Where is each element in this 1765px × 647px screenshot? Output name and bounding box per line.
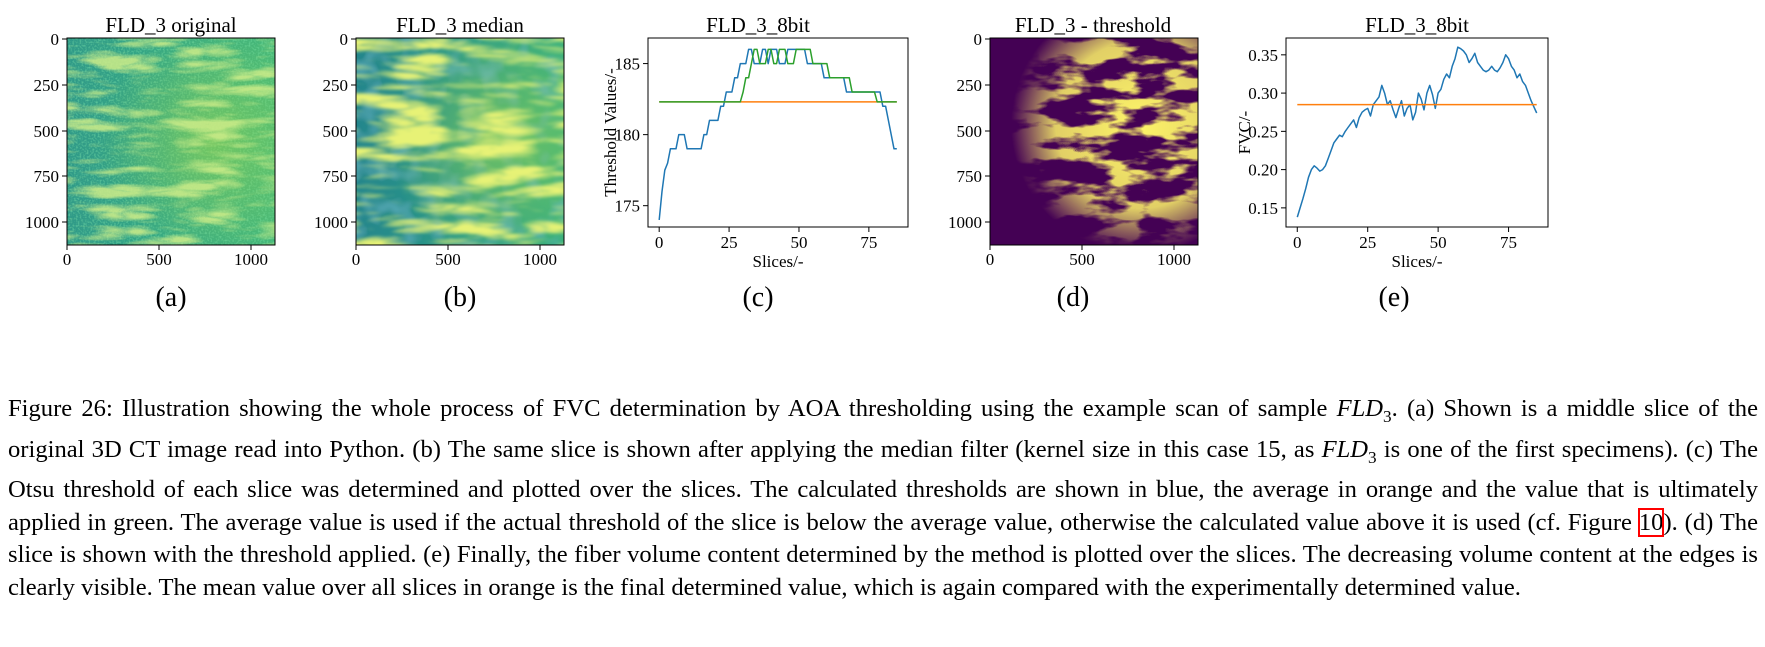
panel-title: FLD_3 - threshold bbox=[1015, 13, 1172, 37]
x-tick-label: 1000 bbox=[234, 250, 268, 269]
x-tick-label: 0 bbox=[352, 250, 361, 269]
fvc-chart: 0 25 50 75 0.15 0.20 0.25 0.30 0.35 Slices/- FVC/- bbox=[1235, 37, 1549, 271]
caption-text: Figure 26: Illustration showing the whol… bbox=[8, 395, 1337, 422]
y-tick-label: 0.15 bbox=[1248, 199, 1278, 218]
image-frame bbox=[989, 37, 1199, 246]
x-tick-label: 75 bbox=[1500, 233, 1517, 252]
x-tick-label: 25 bbox=[721, 233, 738, 252]
caption-text: is one of the first specimens). (c) The … bbox=[8, 435, 1758, 536]
panel-d: FLD_3 - threshold 0 500 1000 0 250 500 7… bbox=[948, 13, 1199, 313]
sample-name: FLD3 bbox=[1321, 435, 1377, 467]
x-tick-label: 50 bbox=[1430, 233, 1447, 252]
y-tick-label: 750 bbox=[957, 167, 983, 186]
figure-26: FLD_3 original 0 500 1000 0 250 500 750 … bbox=[25, 13, 1549, 313]
caption-text: . (a) Shown is a middle slice of the ori… bbox=[8, 395, 1758, 463]
x-tick-label: 0 bbox=[1293, 233, 1302, 252]
y-tick-label: 0 bbox=[340, 30, 349, 49]
y-tick-label: 250 bbox=[34, 76, 60, 95]
y-tick-label: 0.25 bbox=[1248, 122, 1278, 141]
y-tick-label: 500 bbox=[323, 122, 349, 141]
plot-frame bbox=[1285, 37, 1549, 228]
panel-title: FLD_3 original bbox=[105, 13, 236, 37]
image-frame bbox=[66, 37, 276, 246]
figure-caption: Figure 26: Illustration showing the whol… bbox=[8, 393, 1758, 604]
caption-text: ). (d) The slice is shown with the thres… bbox=[8, 508, 1758, 601]
y-tick-label: 750 bbox=[323, 167, 349, 186]
panel-c: FLD_3_8bit 0 25 50 75 175 180 185 Slices/- Thres… bbox=[601, 13, 909, 313]
subfigure-label: (a) bbox=[155, 282, 186, 313]
y-tick-label: 0 bbox=[51, 30, 60, 49]
figure-reference-link[interactable]: 10 bbox=[1637, 507, 1665, 537]
y-tick-label: 185 bbox=[615, 55, 641, 74]
series-line-calculated bbox=[658, 48, 897, 220]
y-tick-label: 0.30 bbox=[1248, 84, 1278, 103]
panel-b: FLD_3 median 0 500 1000 0 250 500 750 10… bbox=[314, 13, 565, 313]
panel-title: FLD_3 median bbox=[396, 13, 524, 37]
plot-frame bbox=[647, 37, 909, 228]
x-tick-label: 500 bbox=[146, 250, 172, 269]
image-frame bbox=[355, 37, 565, 246]
y-tick-label: 0 bbox=[974, 30, 983, 49]
y-tick-label: 1000 bbox=[314, 213, 348, 232]
x-axis-label: Slices/- bbox=[1392, 252, 1443, 271]
y-tick-label: 175 bbox=[615, 197, 641, 216]
subfigure-label: (d) bbox=[1057, 282, 1090, 313]
y-tick-label: 250 bbox=[323, 76, 349, 95]
threshold-chart: 0 25 50 75 175 180 185 Slices/- Threshold Values… bbox=[601, 37, 909, 271]
axis-ticks bbox=[62, 38, 252, 250]
x-tick-label: 75 bbox=[860, 233, 877, 252]
y-tick-label: 250 bbox=[957, 76, 983, 95]
y-tick-label: 0.20 bbox=[1248, 161, 1278, 180]
y-tick-label: 180 bbox=[615, 126, 641, 145]
median-filtered-image bbox=[356, 38, 564, 245]
x-tick-label: 0 bbox=[986, 250, 995, 269]
y-tick-label: 500 bbox=[957, 122, 983, 141]
series-line-applied bbox=[659, 48, 897, 103]
axis-ticks bbox=[985, 38, 1175, 250]
x-tick-label: 25 bbox=[1359, 233, 1376, 252]
y-axis-label: FVC/- bbox=[1235, 110, 1254, 154]
panel-e: FLD_3_8bit 0 25 50 75 0.15 0.20 0.25 0.30 0.35 Sl… bbox=[1235, 13, 1549, 313]
axis-ticks bbox=[351, 38, 541, 250]
panel-title: FLD_3_8bit bbox=[1365, 13, 1469, 37]
y-tick-label: 1000 bbox=[25, 213, 59, 232]
y-tick-label: 0.35 bbox=[1248, 46, 1278, 65]
x-tick-label: 500 bbox=[435, 250, 461, 269]
ct-slice-image bbox=[67, 38, 275, 245]
x-tick-label: 0 bbox=[655, 233, 664, 252]
x-axis-label: Slices/- bbox=[753, 252, 804, 271]
y-tick-label: 1000 bbox=[948, 213, 982, 232]
x-tick-label: 50 bbox=[790, 233, 807, 252]
x-tick-label: 500 bbox=[1069, 250, 1095, 269]
panel-title: FLD_3_8bit bbox=[706, 13, 810, 37]
series-line-fvc bbox=[1296, 46, 1538, 218]
threshold-image bbox=[990, 38, 1198, 245]
y-axis-label: Threshold Values/- bbox=[601, 68, 620, 197]
x-tick-label: 1000 bbox=[1157, 250, 1191, 269]
subfigure-label: (b) bbox=[444, 282, 477, 313]
x-tick-label: 1000 bbox=[523, 250, 557, 269]
x-tick-label: 0 bbox=[63, 250, 72, 269]
subfigure-label: (c) bbox=[742, 282, 773, 313]
panel-a: FLD_3 original 0 500 1000 0 250 500 750 … bbox=[25, 13, 276, 313]
y-tick-label: 500 bbox=[34, 122, 60, 141]
y-tick-label: 750 bbox=[34, 167, 60, 186]
subfigure-label: (e) bbox=[1378, 282, 1409, 313]
sample-name: FLD3 bbox=[1336, 395, 1392, 426]
